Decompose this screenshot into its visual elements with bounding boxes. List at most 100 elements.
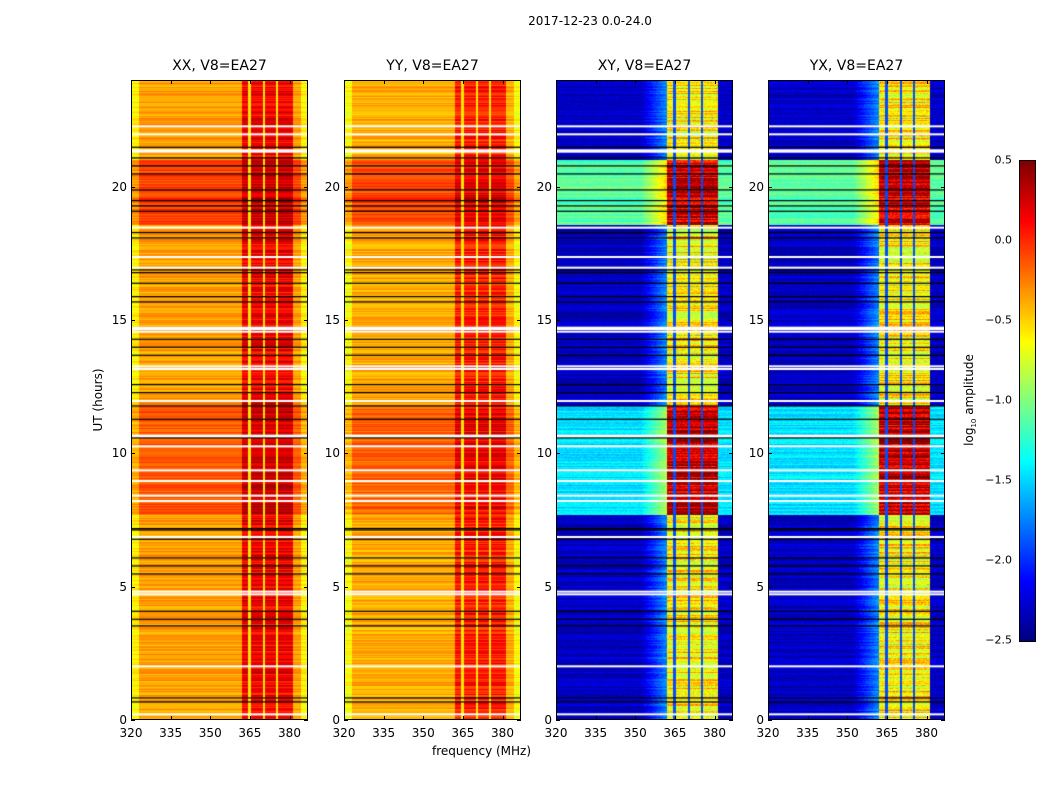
x-tick-mark (768, 716, 769, 720)
y-tick-label: 10 (536, 446, 552, 461)
y-tick-label: 0 (756, 713, 764, 727)
y-tick-mark (344, 586, 348, 588)
y-tick-label: 0 (544, 713, 552, 727)
y-tick-mark (517, 186, 521, 188)
y-tick-mark (517, 320, 521, 321)
x-tick-mark (289, 80, 291, 84)
x-tick-mark (344, 716, 345, 720)
y-tick-mark (729, 320, 733, 321)
x-tick-label: 365 (663, 726, 687, 740)
y-tick-label: 15 (536, 313, 552, 327)
x-tick-mark (926, 80, 928, 84)
x-tick-label: 350 (411, 726, 435, 740)
heatmap-image (768, 80, 945, 720)
y-tick-label: 20 (324, 179, 340, 194)
x-tick-mark (807, 716, 809, 720)
colorbar-tick-label: 0.5 (994, 153, 1013, 167)
x-tick-mark (502, 716, 504, 720)
y-tick-mark (131, 720, 135, 721)
x-tick-mark (886, 80, 888, 84)
x-tick-mark (595, 716, 597, 720)
y-tick-label: 5 (756, 579, 764, 594)
y-tick-mark (556, 720, 560, 721)
x-tick-mark (210, 80, 212, 84)
colorbar-tick-label: −2.0 (985, 553, 1012, 567)
panel-xx: XX, V8=EA27 320 335 350 365 380 0 5 10 15 20 (112, 58, 308, 740)
y-tick-mark (304, 320, 308, 321)
y-tick-mark (517, 586, 521, 588)
x-tick-mark (635, 80, 637, 84)
y-tick-mark (131, 320, 135, 321)
y-tick-mark (344, 453, 348, 455)
x-tick-mark (462, 716, 464, 720)
y-tick-mark (556, 453, 560, 455)
y-tick-mark (344, 186, 348, 188)
x-tick-mark (556, 80, 557, 84)
y-tick-mark (729, 720, 733, 721)
y-tick-mark (131, 186, 135, 188)
x-tick-mark (131, 80, 132, 84)
x-tick-mark (344, 80, 345, 84)
x-tick-mark (556, 716, 557, 720)
x-tick-label: 320 (756, 726, 780, 740)
x-tick-label: 350 (198, 726, 222, 740)
x-tick-mark (807, 80, 809, 84)
y-tick-mark (729, 186, 733, 188)
y-tick-label: 20 (748, 179, 764, 194)
x-tick-mark (714, 80, 716, 84)
x-tick-mark (210, 716, 212, 720)
x-axis-label: frequency (MHz) (432, 744, 532, 758)
y-tick-label: 10 (748, 446, 764, 461)
y-tick-mark (768, 186, 772, 188)
y-tick-label: 5 (544, 579, 552, 594)
y-tick-label: 15 (748, 313, 764, 327)
colorbar-label: log10 amplitude (961, 354, 979, 446)
heatmap-image (131, 80, 308, 720)
y-tick-label: 10 (111, 446, 127, 461)
y-tick-label: 10 (324, 446, 340, 461)
x-tick-mark (714, 716, 716, 720)
x-tick-mark (595, 80, 597, 84)
x-tick-mark (768, 80, 769, 84)
y-tick-mark (768, 453, 772, 455)
y-tick-mark (941, 320, 945, 321)
x-tick-label: 320 (332, 726, 356, 740)
y-tick-mark (556, 586, 560, 588)
y-tick-mark (344, 320, 348, 321)
y-tick-label: 20 (111, 179, 127, 194)
colorbar-tick-label: −1.5 (985, 473, 1012, 487)
x-tick-label: 380 (278, 726, 301, 740)
x-tick-mark (886, 716, 888, 720)
panel-title: XY, V8=EA27 (597, 58, 692, 74)
x-tick-mark (383, 716, 385, 720)
colorbar-tick-label: −1.0 (985, 393, 1012, 407)
x-tick-mark (289, 716, 291, 720)
x-tick-mark (462, 80, 464, 84)
colorbar-tick-label: −2.5 (985, 633, 1012, 647)
x-tick-mark (423, 80, 425, 84)
y-axis-label: UT (hours) (91, 368, 105, 432)
x-tick-mark (674, 80, 676, 84)
y-tick-mark (941, 586, 945, 588)
x-tick-label: 365 (238, 726, 262, 740)
x-tick-mark (423, 716, 425, 720)
panel-title: YX, V8=EA27 (809, 58, 904, 74)
x-tick-mark (502, 80, 504, 84)
y-tick-mark (768, 720, 772, 721)
y-tick-label: 15 (324, 313, 340, 327)
y-tick-label: 20 (536, 179, 552, 194)
x-tick-label: 365 (451, 726, 475, 740)
x-tick-label: 350 (835, 726, 859, 740)
y-tick-mark (131, 586, 135, 588)
x-tick-mark (847, 80, 849, 84)
x-tick-mark (249, 80, 251, 84)
y-tick-mark (344, 720, 348, 721)
x-tick-label: 380 (703, 726, 726, 740)
y-tick-mark (304, 720, 308, 721)
y-tick-mark (729, 586, 733, 588)
y-tick-mark (304, 186, 308, 188)
colorbar-tick-label: −0.5 (985, 313, 1012, 327)
y-tick-label: 0 (119, 713, 127, 727)
x-tick-mark (383, 80, 385, 84)
y-tick-mark (304, 453, 308, 455)
